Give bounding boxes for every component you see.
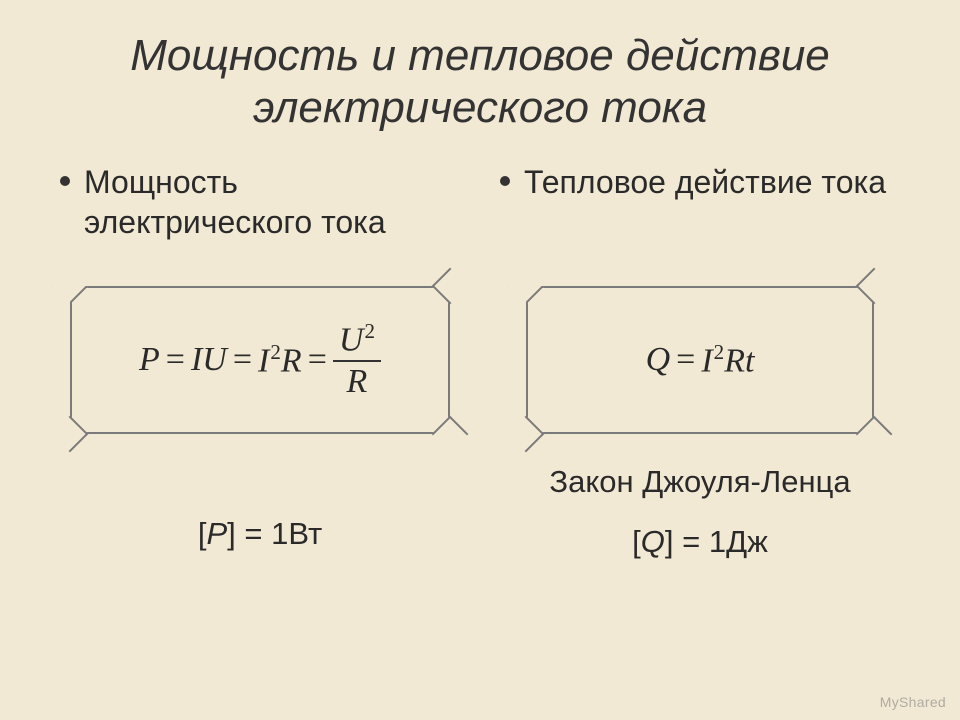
left-formula-frame: P = IU = I2R = U2 R — [70, 286, 450, 434]
right-unit-var: Q — [641, 524, 665, 559]
f-frac-num: U2 — [333, 320, 381, 358]
right-bullet: Тепловое действие тока — [500, 162, 900, 262]
f-I2Rt: I2Rt — [701, 340, 754, 380]
left-formula: P = IU = I2R = U2 R — [133, 310, 387, 410]
equals-icon: = — [676, 341, 695, 379]
slide: Мощность и тепловое действие электрическ… — [0, 0, 960, 720]
left-unit: [P] = 1Вт — [60, 516, 460, 552]
left-unit-var: P — [206, 516, 227, 551]
left-bullet: Мощность электрического тока — [60, 162, 460, 262]
f-frac-den: R — [341, 364, 374, 400]
left-column: Мощность электрического тока P = IU = I2… — [60, 162, 460, 560]
equals-icon: = — [308, 341, 327, 379]
left-bullet-text: Мощность электрического тока — [84, 162, 460, 242]
law-caption: Закон Джоуля-Ленца — [500, 464, 900, 500]
right-unit-value: 1Дж — [709, 524, 768, 559]
slide-title: Мощность и тепловое действие электрическ… — [60, 30, 900, 134]
f-var-P: P — [139, 341, 160, 379]
right-unit: [Q] = 1Дж — [500, 524, 900, 560]
f-I2R: I2R — [258, 340, 302, 380]
watermark: MyShared — [880, 694, 946, 710]
columns: Мощность электрического тока P = IU = I2… — [60, 162, 900, 560]
fraction-bar-icon — [333, 360, 381, 362]
equals-icon: = — [233, 341, 252, 379]
bullet-icon — [60, 176, 70, 186]
f-IU: IU — [191, 341, 227, 379]
bullet-icon — [500, 176, 510, 186]
equals-icon: = — [166, 341, 185, 379]
f-var-Q: Q — [646, 341, 671, 379]
right-formula: Q = I2Rt — [640, 330, 761, 390]
f-fraction: U2 R — [333, 320, 381, 400]
right-bullet-text: Тепловое действие тока — [524, 162, 886, 202]
left-unit-value: 1Вт — [271, 516, 322, 551]
right-formula-frame: Q = I2Rt — [526, 286, 874, 434]
right-column: Тепловое действие тока Q = I2Rt Закон Дж… — [500, 162, 900, 560]
